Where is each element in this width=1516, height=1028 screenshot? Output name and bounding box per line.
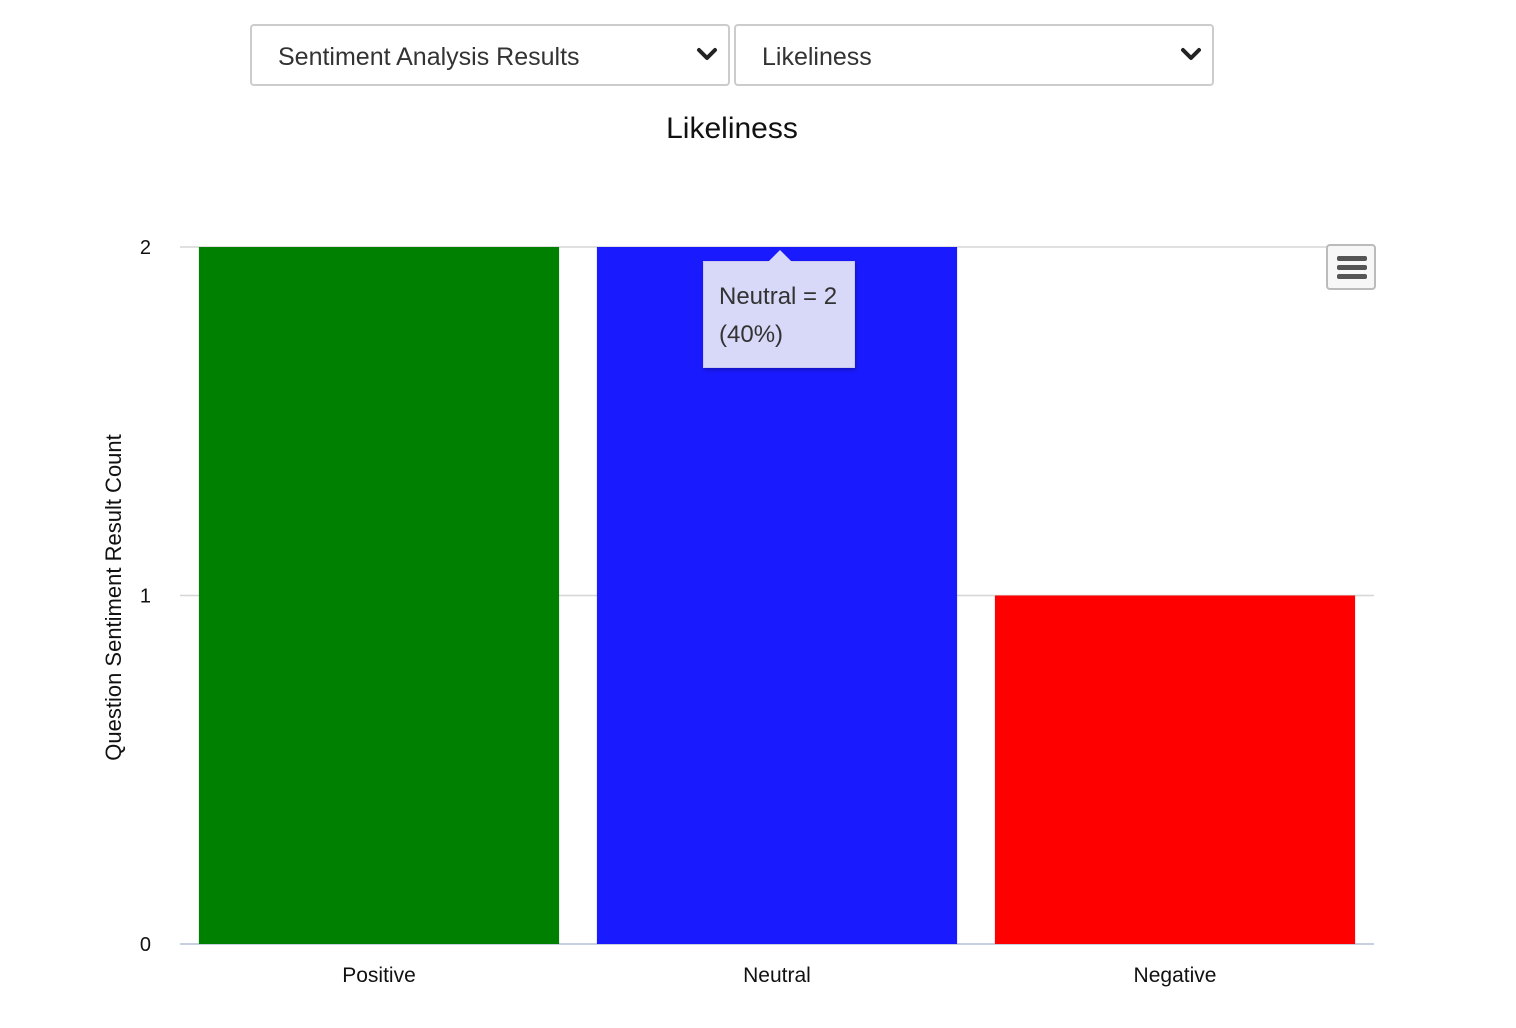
x-tick-label-positive: Positive <box>342 964 416 987</box>
hamburger-menu-icon <box>1337 256 1367 261</box>
tooltip-value: Neutral = 2 <box>719 283 838 310</box>
y-tick-label: 1 <box>140 586 151 608</box>
tooltip-percent: (40%) <box>719 321 784 348</box>
x-tick-labels: Positive Neutral Negative <box>342 964 1216 987</box>
y-tick-label: 2 <box>140 237 151 259</box>
report-select-value: Sentiment Analysis Results <box>278 43 580 71</box>
chevron-down-icon <box>1181 48 1201 60</box>
question-select-value: Likeliness <box>762 43 872 71</box>
y-tick-label: 0 <box>140 934 151 956</box>
bar-positive[interactable] <box>198 247 560 944</box>
chart-menu-button[interactable] <box>1326 244 1376 290</box>
y-axis-title: Question Sentiment Result Count <box>101 434 126 761</box>
hamburger-menu-icon-bar <box>1337 274 1367 279</box>
bar-negative[interactable] <box>994 595 1356 945</box>
tooltip-arrow <box>768 250 792 262</box>
bars <box>198 247 1356 945</box>
chevron-down-icon <box>697 48 717 60</box>
bar-tooltip: Neutral = 2 (40%) <box>703 250 855 368</box>
report-select[interactable]: Sentiment Analysis Results <box>250 24 730 86</box>
x-tick-label-neutral: Neutral <box>743 964 811 987</box>
y-tick-labels: 0 1 2 <box>140 237 151 956</box>
question-select[interactable]: Likeliness <box>734 24 1214 86</box>
hamburger-menu-icon-bar <box>1337 265 1367 270</box>
x-tick-label-negative: Negative <box>1134 964 1217 987</box>
chart-title: Likeliness <box>666 112 798 145</box>
